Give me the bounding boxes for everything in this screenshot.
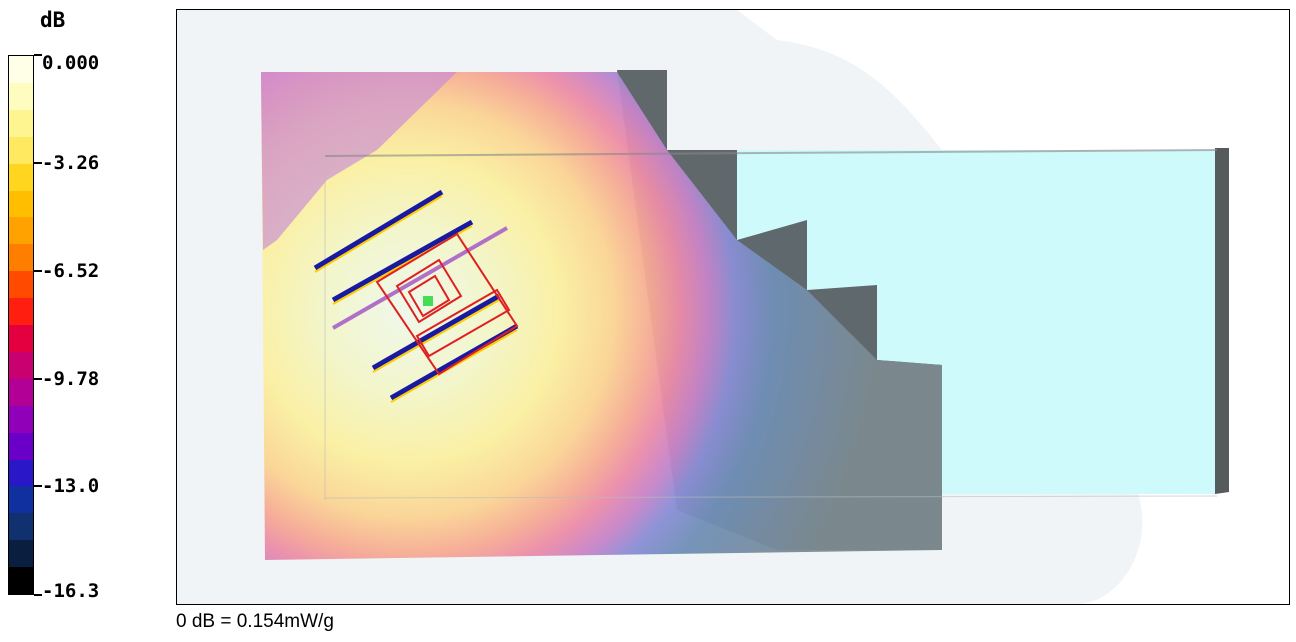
colorbar-tick-label: -3.26 (42, 152, 100, 174)
sar-low-region (261, 72, 457, 250)
colorbar-tick (34, 54, 42, 56)
colorbar-segment (9, 56, 33, 83)
colorbar-segment (9, 325, 33, 352)
colorbar-segment (9, 432, 33, 460)
colorbar-tick-label: -16.3 (42, 580, 100, 602)
colorbar-tick-label: -13.0 (42, 474, 100, 497)
colorbar-segment (9, 298, 33, 326)
colorbar-segment (9, 513, 33, 541)
colorbar-segment (9, 486, 33, 514)
colorbar-segment (9, 136, 33, 164)
colorbar-unit-label: dB (40, 8, 66, 32)
colorbar-segment (9, 82, 33, 110)
antenna-structure (313, 189, 519, 403)
colorbar-tick (34, 594, 42, 596)
plot-frame (176, 9, 1290, 605)
colorbar-segment (9, 271, 33, 299)
colorbar-segment (9, 405, 33, 433)
colorbar-tick-label: 0.000 (42, 52, 100, 74)
colorbar-segment (9, 459, 33, 487)
colorbar-segment (9, 190, 33, 218)
sar-distribution (261, 72, 942, 560)
colorbar-tick-label: -6.52 (42, 260, 100, 282)
colorbar-segment (9, 540, 33, 568)
colorbar-segment (9, 378, 33, 406)
colorbar-segment (9, 217, 33, 245)
block-bottom-edge (324, 495, 1218, 499)
colorbar-tick (34, 378, 42, 380)
colorbar-segment (9, 163, 33, 191)
colorbar-tick-label: -9.78 (42, 368, 100, 390)
block-top-edge (324, 149, 1218, 157)
colorbar-segment (9, 109, 33, 137)
colorbar-segment (9, 244, 33, 272)
colorbar-segment (9, 351, 33, 379)
colorbar-tick (34, 270, 42, 272)
colorbar (8, 55, 34, 595)
colorbar-tick (34, 162, 42, 164)
block-edge (1215, 148, 1229, 494)
sar-plot (177, 10, 1289, 604)
colorbar-segment (9, 567, 33, 595)
colorbar-tick (34, 484, 42, 487)
reference-note: 0 dB = 0.154mW/g (176, 611, 334, 632)
